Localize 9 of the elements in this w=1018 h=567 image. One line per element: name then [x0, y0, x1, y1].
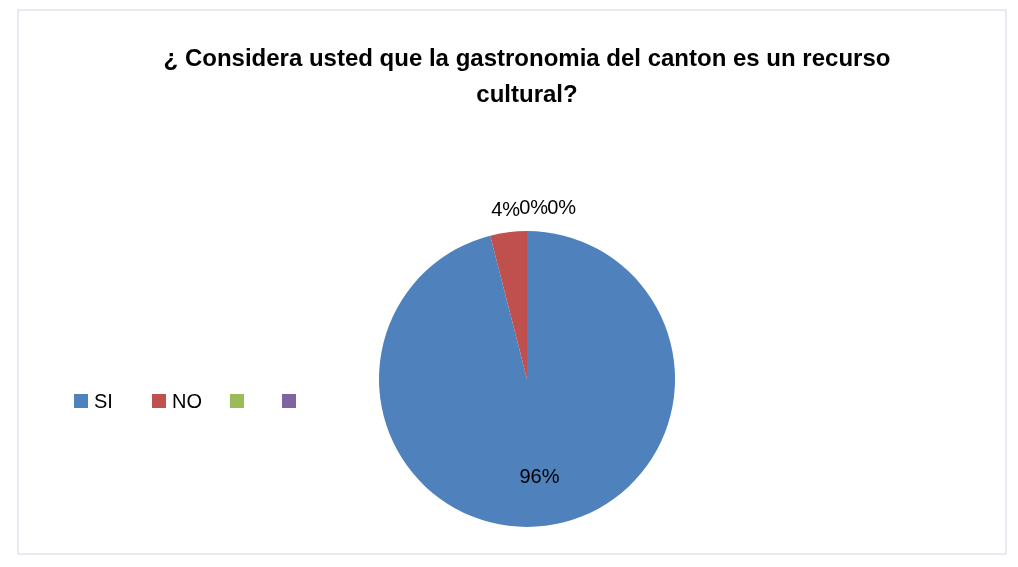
legend-label: NO: [172, 390, 202, 412]
pie-slice: [379, 231, 675, 527]
chart-title: ¿ Considera usted que la gastronomia del canton es un recurso cultural?: [163, 44, 891, 107]
data-label: 4%: [491, 197, 521, 220]
data-label: 96%: [519, 464, 560, 487]
text: 0%: [547, 196, 577, 219]
text: 0%: [519, 196, 549, 219]
legend-label: SI: [94, 390, 113, 412]
pie-slice: [490, 231, 527, 379]
